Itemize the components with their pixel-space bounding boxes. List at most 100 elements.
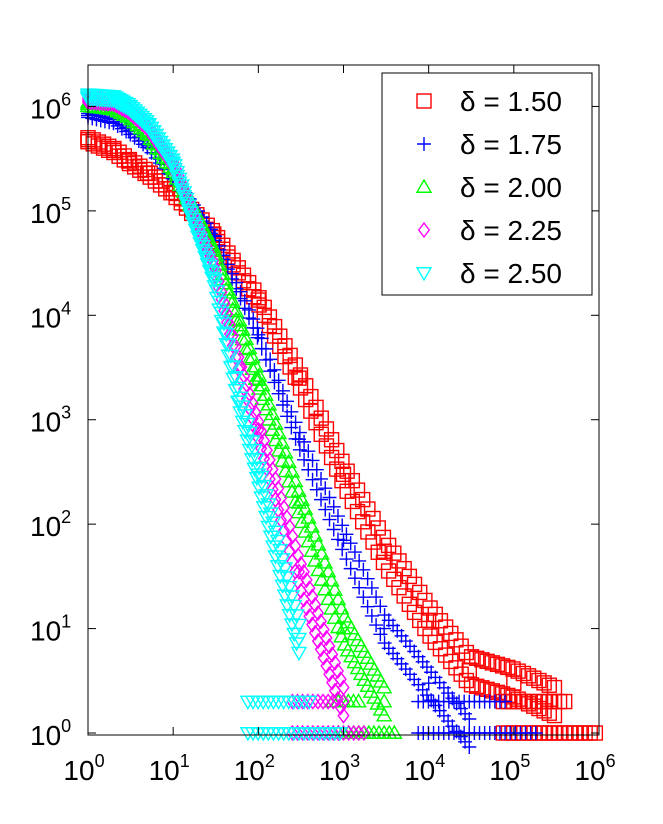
data-point bbox=[320, 629, 333, 647]
data-point bbox=[277, 338, 293, 354]
data-point bbox=[336, 533, 351, 548]
data-point bbox=[365, 534, 381, 550]
x-tick-label: 106 bbox=[574, 751, 615, 786]
data-point bbox=[329, 590, 347, 606]
data-point bbox=[255, 479, 273, 495]
data-point bbox=[222, 360, 240, 376]
data-point bbox=[270, 424, 288, 440]
data-point bbox=[246, 462, 263, 477]
data-point bbox=[377, 621, 392, 636]
data-point bbox=[305, 453, 320, 468]
x-tick-label: 104 bbox=[404, 751, 445, 786]
data-point bbox=[339, 483, 355, 499]
data-point bbox=[484, 683, 500, 699]
legend-marker bbox=[417, 137, 431, 151]
data-point bbox=[287, 493, 304, 509]
data-point bbox=[343, 561, 358, 576]
legend-label: δ = 1.50 bbox=[460, 86, 562, 117]
data-point bbox=[256, 307, 272, 324]
legend-marker bbox=[415, 267, 433, 282]
data-point bbox=[232, 406, 249, 421]
data-point bbox=[380, 563, 397, 579]
series-5 bbox=[79, 88, 349, 742]
data-point bbox=[406, 604, 423, 621]
data-point bbox=[347, 545, 362, 560]
x-tick-exp: 3 bbox=[350, 751, 360, 771]
data-point bbox=[267, 550, 284, 565]
data-point bbox=[85, 136, 101, 152]
y-tick-base: 10 bbox=[30, 720, 61, 751]
data-point bbox=[360, 501, 376, 517]
data-point bbox=[226, 337, 239, 354]
x-tick-exp: 4 bbox=[435, 751, 445, 771]
data-point bbox=[215, 317, 233, 332]
data-point bbox=[297, 563, 310, 581]
data-point bbox=[396, 560, 412, 577]
data-point bbox=[375, 679, 393, 694]
data-point bbox=[541, 725, 558, 741]
data-point bbox=[275, 383, 290, 398]
data-point bbox=[334, 699, 347, 716]
data-point bbox=[95, 140, 112, 156]
data-point bbox=[331, 662, 344, 680]
data-point bbox=[458, 644, 475, 661]
data-point bbox=[261, 309, 278, 325]
data-point bbox=[360, 571, 375, 586]
legend-box bbox=[381, 72, 593, 296]
data-point bbox=[241, 443, 258, 459]
data-point bbox=[551, 725, 568, 741]
data-point bbox=[308, 596, 322, 613]
data-point bbox=[370, 520, 386, 536]
y-tick-exp: 2 bbox=[61, 507, 71, 527]
y-tick-base: 10 bbox=[30, 302, 61, 333]
data-point bbox=[462, 712, 477, 726]
data-point bbox=[288, 609, 305, 624]
data-point bbox=[401, 596, 418, 612]
data-point bbox=[288, 637, 305, 652]
data-point bbox=[326, 646, 339, 663]
data-point bbox=[335, 542, 350, 557]
data-point bbox=[250, 461, 268, 476]
legend-label: δ = 2.25 bbox=[460, 215, 562, 246]
data-point bbox=[294, 555, 308, 573]
data-point bbox=[246, 444, 263, 459]
data-point bbox=[204, 266, 221, 281]
data-point bbox=[276, 562, 294, 577]
data-point bbox=[101, 142, 117, 158]
data-point bbox=[269, 534, 287, 550]
data-point bbox=[231, 312, 248, 327]
data-point bbox=[326, 609, 343, 624]
legend: δ = 1.50 δ = 1.75 δ = 2.00 δ = 2.25 δ = 2.50 bbox=[381, 72, 593, 296]
data-point bbox=[266, 328, 283, 344]
data-point bbox=[136, 116, 153, 132]
data-point bbox=[291, 547, 305, 564]
data-point bbox=[526, 670, 542, 686]
data-point bbox=[250, 380, 268, 395]
data-point bbox=[283, 483, 301, 498]
data-point bbox=[227, 370, 244, 386]
data-point bbox=[277, 348, 293, 365]
data-point bbox=[308, 415, 324, 431]
data-point bbox=[494, 658, 511, 674]
data-point bbox=[272, 328, 288, 344]
x-tick-label: 103 bbox=[319, 751, 360, 786]
data-point bbox=[199, 257, 216, 273]
data-point bbox=[313, 571, 330, 586]
data-point bbox=[220, 338, 237, 354]
data-point bbox=[290, 618, 308, 634]
data-point bbox=[498, 694, 513, 709]
x-tick-label: 101 bbox=[149, 751, 190, 786]
data-point bbox=[316, 693, 330, 710]
data-point bbox=[401, 568, 418, 585]
x-tick-label: 102 bbox=[234, 751, 275, 786]
y-tick-base: 10 bbox=[30, 198, 61, 229]
data-point bbox=[296, 523, 314, 538]
data-point bbox=[334, 472, 350, 489]
data-point bbox=[271, 373, 286, 388]
data-point bbox=[323, 572, 340, 587]
data-point bbox=[347, 571, 362, 586]
data-point bbox=[479, 681, 495, 698]
data-point bbox=[500, 659, 516, 676]
data-point bbox=[256, 299, 272, 316]
data-point bbox=[283, 463, 301, 478]
